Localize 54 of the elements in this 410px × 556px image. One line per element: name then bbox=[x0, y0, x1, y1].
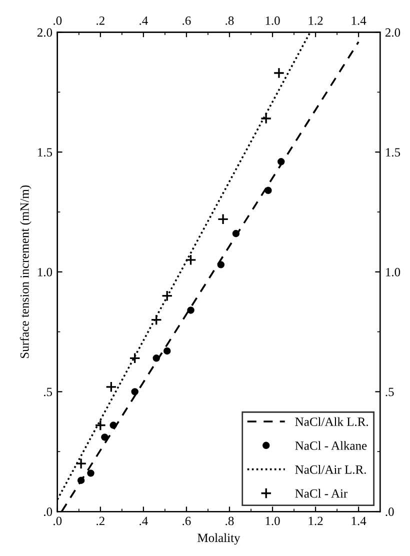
point bbox=[260, 112, 272, 124]
y-tick-label: 1.0 bbox=[38, 268, 52, 276]
y-tick-label: 2.0 bbox=[37, 28, 52, 37]
x-tick-label: 1.4 bbox=[352, 516, 366, 526]
point bbox=[87, 470, 94, 477]
point bbox=[94, 420, 106, 431]
x2-tick-label: .0 bbox=[54, 16, 62, 25]
point bbox=[187, 306, 194, 314]
y-tick-label: 1.5 bbox=[38, 148, 52, 157]
y-tick-label: .0 bbox=[44, 508, 52, 516]
point bbox=[232, 230, 240, 238]
x2-tick-label: .8 bbox=[226, 16, 234, 25]
point bbox=[163, 347, 171, 355]
y-tick-label: .5 bbox=[44, 388, 52, 396]
y2-tick-label: .0 bbox=[386, 508, 394, 516]
y2-tick-label: 1.0 bbox=[386, 268, 400, 276]
legend-label: NaCl - Air bbox=[295, 488, 348, 498]
x2-tick-label: 1.2 bbox=[308, 16, 323, 25]
x-tick-label: .6 bbox=[182, 516, 191, 526]
legend-label: NaCl/Air L.R. bbox=[295, 465, 366, 474]
point bbox=[273, 67, 285, 79]
x-tick-label: .2 bbox=[96, 516, 104, 526]
y2-tick-label: 2.0 bbox=[385, 28, 400, 37]
point bbox=[75, 458, 87, 470]
legend-label: NaCl/Alk L.R. bbox=[295, 417, 368, 426]
y2-tick-label: 1.5 bbox=[386, 148, 400, 157]
x-tick-label: 1.0 bbox=[266, 516, 280, 526]
x2-tick-label: .6 bbox=[182, 16, 191, 25]
x-tick-label: .0 bbox=[54, 516, 62, 526]
x-tick-label: .8 bbox=[226, 516, 234, 526]
x2-tick-label: .4 bbox=[140, 16, 148, 25]
x2-tick-label: 1.0 bbox=[266, 16, 280, 25]
legend-label: NaCl - Alkane bbox=[295, 441, 367, 450]
x2-tick-label: .2 bbox=[96, 16, 104, 25]
point bbox=[264, 186, 272, 194]
x-tick-label: .4 bbox=[140, 516, 148, 526]
x2-tick-label: 1.4 bbox=[352, 16, 366, 25]
point bbox=[129, 352, 141, 364]
point bbox=[101, 434, 108, 441]
point bbox=[105, 381, 117, 393]
y2-tick-label: .5 bbox=[386, 388, 394, 396]
point bbox=[131, 388, 138, 396]
point bbox=[77, 476, 85, 484]
point bbox=[185, 254, 196, 266]
y-axis-title: Surface tension increment (mN/m) bbox=[20, 185, 32, 358]
point bbox=[152, 354, 160, 362]
point bbox=[278, 158, 285, 166]
point bbox=[217, 213, 229, 225]
point bbox=[110, 422, 117, 429]
point bbox=[150, 314, 162, 326]
x-axis-title: Molality bbox=[198, 533, 240, 545]
x-tick-label: 1.2 bbox=[308, 516, 323, 526]
point bbox=[217, 261, 224, 268]
point bbox=[161, 290, 173, 302]
